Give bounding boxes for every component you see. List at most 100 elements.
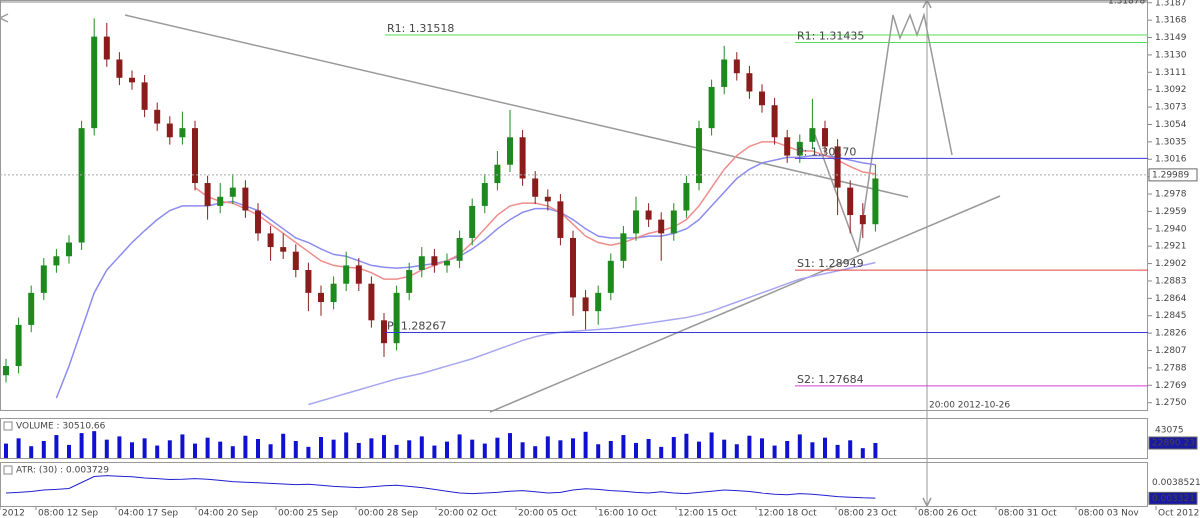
candle-body xyxy=(859,215,866,225)
candle-body xyxy=(91,36,98,129)
y-tick-label: 1.3092 xyxy=(1155,85,1187,95)
volume-frame xyxy=(0,418,1148,459)
volume-bar xyxy=(293,440,298,458)
candle-body xyxy=(406,269,413,293)
volume-bar xyxy=(256,439,260,458)
candle-body xyxy=(204,183,211,206)
candle-body xyxy=(229,187,236,197)
candle-body xyxy=(683,183,690,211)
y-tick-label: 1.3130 xyxy=(1155,50,1187,60)
candle-body xyxy=(280,247,287,252)
volume-bar xyxy=(218,441,223,458)
volume-bar xyxy=(281,433,286,458)
candle-body xyxy=(771,105,778,138)
candle-body xyxy=(192,128,198,184)
panel-icons xyxy=(3,421,13,475)
volume-bar xyxy=(734,444,739,458)
volume-bar xyxy=(848,440,853,458)
volume-bar xyxy=(331,439,336,458)
y-tick-label: 1.2902 xyxy=(1155,259,1187,269)
volume-bar xyxy=(4,443,8,458)
y-tick-label: 0.0038521 xyxy=(1152,478,1200,488)
volume-bar xyxy=(54,435,59,458)
candle-body xyxy=(343,265,350,284)
volume-bar xyxy=(697,441,701,458)
x-tick-label: 16:00 10 Oct xyxy=(598,509,657,518)
x-tick-label: 12:00 15 Oct xyxy=(678,509,737,518)
volume-bar xyxy=(104,439,109,458)
candle-body xyxy=(834,146,841,188)
volume-bar xyxy=(130,442,134,458)
drawing-tools xyxy=(0,0,1001,508)
x-tick-label: Oct 2012 xyxy=(1158,509,1199,518)
volume-bar xyxy=(319,437,323,458)
candle-body xyxy=(431,256,438,266)
candle-body xyxy=(154,109,161,124)
level-label: R1: 1.31435 xyxy=(797,30,864,43)
candle-body xyxy=(381,320,387,344)
volume-bar xyxy=(709,432,714,458)
volume-bar xyxy=(180,434,185,458)
main-frame xyxy=(0,0,1148,411)
y-tick-label: 1.3187 xyxy=(1155,0,1187,8)
y-tick-label: 1.2769 xyxy=(1155,381,1187,391)
x-tick-label: 2012 xyxy=(2,509,25,518)
volume-bar xyxy=(445,441,449,458)
volume-bar xyxy=(873,443,878,458)
volume-bar xyxy=(596,444,601,458)
y-tick-label: 1.2750 xyxy=(1155,398,1187,408)
level-label: P: 1.30170 xyxy=(797,145,856,158)
volume-bar xyxy=(835,444,840,458)
candle-body xyxy=(15,324,22,367)
y-tick-label: 1.2826 xyxy=(1155,329,1187,339)
volume-bar xyxy=(16,438,21,458)
vertical-label: 20:00 2012-10-26 xyxy=(929,401,1010,411)
value-box xyxy=(1148,491,1198,505)
value-label: 0.003321 xyxy=(1152,494,1195,504)
x-tick-label: 20:00 02 Oct xyxy=(438,509,497,518)
volume-bar xyxy=(92,431,97,458)
candle-body xyxy=(607,260,614,293)
candle-body xyxy=(721,59,728,87)
candle-body xyxy=(217,196,224,206)
y-tick-label: 1.3054 xyxy=(1155,120,1187,130)
volume-bar xyxy=(193,443,197,458)
volume-bar xyxy=(243,435,248,458)
volume-bar xyxy=(356,442,361,458)
x-tick-label: 08:00 31 Oct xyxy=(998,509,1057,518)
volume-bar xyxy=(482,443,487,458)
candle-body xyxy=(305,269,312,293)
level-label: S1: 1.28949 xyxy=(797,257,864,270)
candle-body xyxy=(557,201,564,238)
volume-bar xyxy=(760,438,764,458)
candle-body xyxy=(166,123,173,138)
candle-body xyxy=(141,82,148,110)
y-tick-label: 1.2845 xyxy=(1155,311,1187,321)
candle-body xyxy=(53,256,60,266)
candle-body xyxy=(532,178,539,197)
candle-body xyxy=(507,137,513,165)
candle-body xyxy=(418,256,425,270)
candle-body xyxy=(368,283,375,321)
candle-body xyxy=(292,251,299,270)
candle-body xyxy=(809,128,816,142)
candle-body xyxy=(355,265,362,284)
candle-body xyxy=(242,187,249,211)
y-tick-label: 1.2940 xyxy=(1155,224,1187,234)
candle-body xyxy=(708,86,715,129)
value-label: 22890.23 xyxy=(1152,439,1195,449)
candle-body xyxy=(822,128,828,147)
candle-body xyxy=(620,233,627,261)
candle-body xyxy=(645,210,652,220)
volume-bar xyxy=(860,448,865,458)
volume-bar xyxy=(823,437,827,458)
candle-body xyxy=(78,128,85,243)
candle-body xyxy=(103,36,110,60)
candle-body xyxy=(658,219,665,234)
candle-body xyxy=(330,283,337,303)
y-tick-label: 1.2788 xyxy=(1155,363,1187,373)
atr-frame xyxy=(0,462,1148,507)
y-tick-label: 1.3073 xyxy=(1155,103,1187,113)
candle-body xyxy=(28,292,35,325)
trendline xyxy=(124,14,909,198)
